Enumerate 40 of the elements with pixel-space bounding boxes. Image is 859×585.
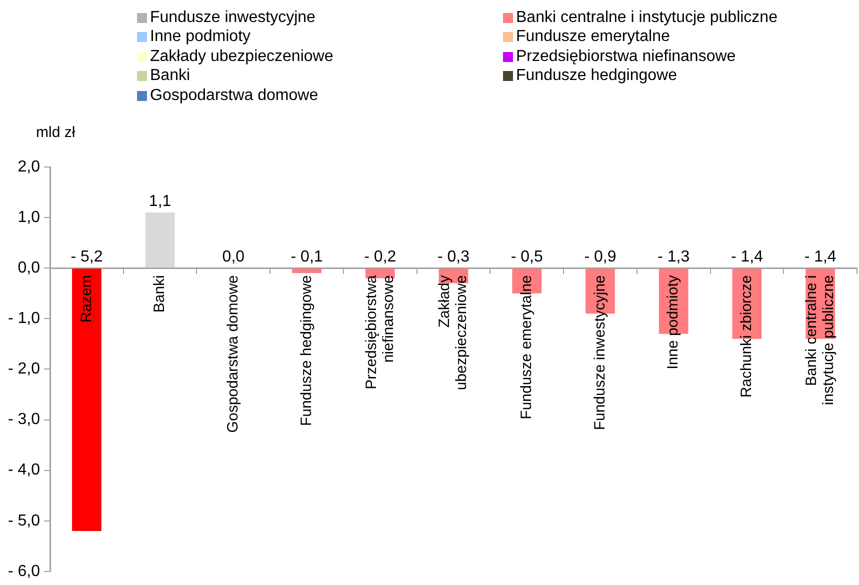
data-label: - 0,3 — [438, 248, 470, 266]
legend-label: Przedsiębiorstwa niefinansowe — [516, 48, 736, 66]
data-label: - 0,9 — [584, 248, 616, 266]
y-tick-label: 1,0 — [18, 208, 40, 226]
data-label: 1,1 — [148, 192, 172, 210]
data-label: - 0,2 — [364, 248, 396, 266]
data-label: - 1,4 — [730, 248, 764, 266]
data-label: - 1,3 — [658, 248, 690, 266]
legend-label: Banki — [150, 67, 190, 86]
x-tick-label: Banki centralne i instytucje publiczne — [802, 275, 837, 406]
legend-label: Fundusze emerytalne — [516, 28, 670, 46]
x-tick-label: Przedsiębiorstwa niefinansowe — [362, 274, 397, 390]
x-tick-label: Razem — [78, 275, 95, 323]
data-label: - 0,1 — [290, 248, 323, 266]
y-tick-label: - 3,0 — [8, 411, 40, 428]
y-tick-label: - 2,0 — [8, 360, 40, 378]
x-tick-label: Fundusze hedgingowe — [298, 275, 315, 426]
x-tick-label: Fundusze emerytalne — [518, 275, 536, 420]
x-tick-label: Rachunki zbiorcze — [738, 275, 756, 398]
x-tick-label: Inne podmioty — [664, 274, 682, 370]
y-tick-label: - 1,0 — [8, 310, 40, 328]
legend-label: Fundusze hedgingowe — [516, 67, 678, 86]
y-tick-label: - 5,0 — [8, 512, 40, 530]
y-axis-title: mld zł — [36, 124, 76, 141]
legend-label: Banki centralne i instytucje publiczne — [516, 8, 778, 27]
x-tick-label: Banki — [151, 275, 168, 313]
data-label: - 0,5 — [510, 248, 543, 266]
legend-label: Inne podmioty — [150, 28, 251, 46]
y-tick-label: 2,0 — [18, 158, 40, 176]
legend-label: Zakłady ubezpieczeniowe — [150, 48, 334, 66]
data-label: - 1,4 — [804, 248, 836, 266]
legend-label: Fundusze inwestycyjne — [150, 8, 316, 27]
data-label: - 5,2 — [70, 248, 103, 266]
y-tick-label: 0,0 — [18, 260, 40, 277]
data-label: 0,0 — [222, 248, 245, 266]
x-tick-label: Gospodarstwa domowe — [224, 275, 242, 433]
y-tick-label: - 4,0 — [8, 462, 40, 479]
x-tick-label: Fundusze inwestycyjne — [591, 275, 608, 430]
legend-label: Gospodarstwa domowe — [150, 86, 318, 105]
y-tick-label: - 6,0 — [8, 562, 40, 580]
